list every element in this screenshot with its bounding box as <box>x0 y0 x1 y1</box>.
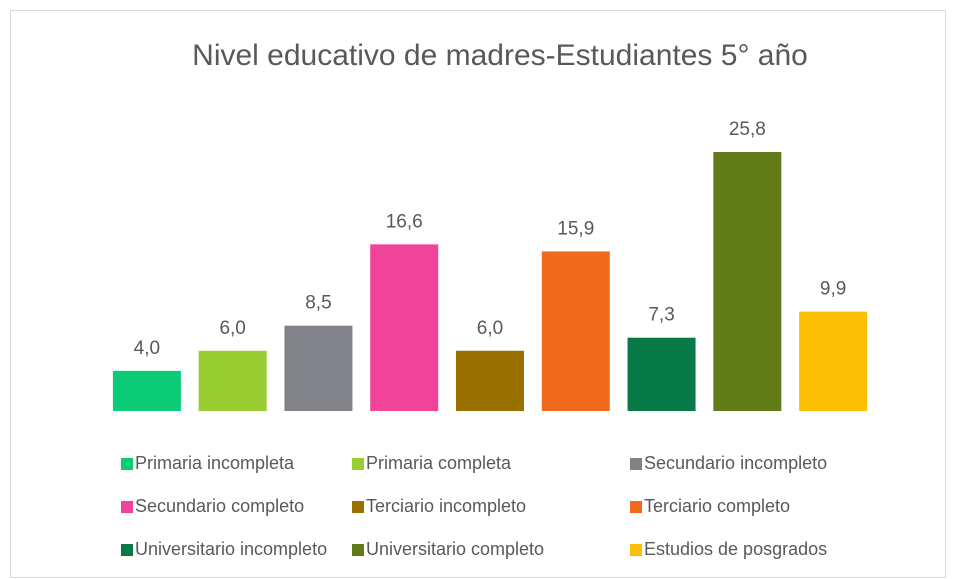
value-label: 6,0 <box>477 318 503 339</box>
legend-swatch <box>630 501 642 513</box>
bar <box>541 251 610 411</box>
legend-swatch <box>352 501 364 513</box>
legend-swatch <box>630 458 642 470</box>
bar <box>370 244 439 411</box>
legend-label: Secundario completo <box>135 496 304 516</box>
value-label: 6,0 <box>219 318 245 339</box>
legend-label: Universitario completo <box>366 539 544 559</box>
bar <box>627 337 696 411</box>
legend-label: Terciario completo <box>644 496 790 516</box>
value-label: 9,9 <box>820 279 846 300</box>
legend-label: Universitario incompleto <box>135 539 327 559</box>
chart-title: Nivel educativo de madres-Estudiantes 5°… <box>192 39 808 72</box>
value-label: 16,6 <box>386 211 423 232</box>
value-label: 15,9 <box>557 218 594 239</box>
legend-swatch <box>121 458 133 470</box>
bar <box>198 350 267 411</box>
value-label: 8,5 <box>305 293 331 314</box>
bar <box>713 152 782 411</box>
value-label: 25,8 <box>729 119 766 140</box>
legend-swatch <box>352 544 364 556</box>
legend-label: Secundario incompleto <box>644 453 827 473</box>
legend-label: Terciario incompleto <box>366 496 526 516</box>
legend-swatch <box>352 458 364 470</box>
value-label: 4,0 <box>134 338 160 359</box>
legend-label: Estudios de posgrados <box>644 539 827 559</box>
bar <box>456 350 524 411</box>
legend-swatch <box>630 544 642 556</box>
legend-label: Primaria incompleta <box>135 453 295 473</box>
bar <box>112 370 181 411</box>
value-label: 7,3 <box>648 305 674 326</box>
legend-swatch <box>121 544 133 556</box>
chart-border <box>10 10 946 578</box>
legend-swatch <box>121 501 133 513</box>
legend-label: Primaria completa <box>366 453 512 473</box>
bar <box>284 325 353 411</box>
bar <box>799 311 868 411</box>
